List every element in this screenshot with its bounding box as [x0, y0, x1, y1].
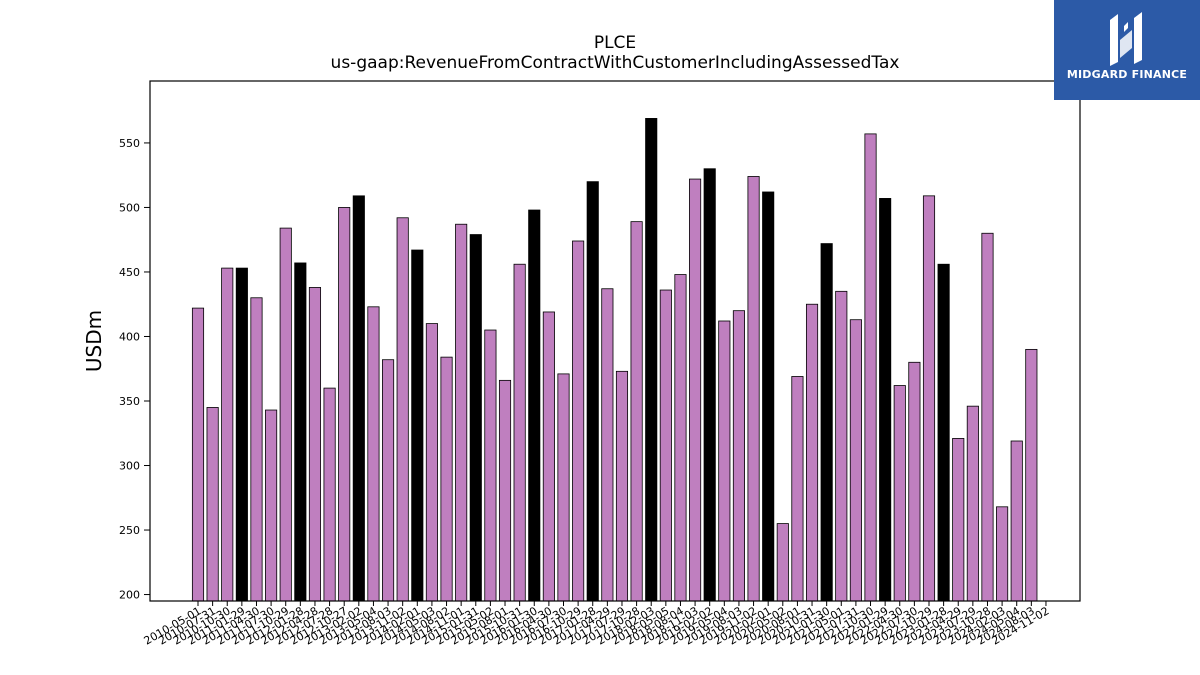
bar-2012-01-28 [294, 262, 307, 602]
bar-2020-02-01 [762, 191, 775, 602]
bar-2014-08-02 [440, 356, 453, 602]
bar-2015-10-31 [513, 263, 526, 602]
bar-2021-10-30 [864, 133, 877, 602]
bar-2021-05-01 [835, 290, 848, 602]
bar-2011-04-30 [250, 297, 263, 602]
y-tick-label: 350 [119, 395, 140, 408]
bar-2018-11-03 [689, 178, 702, 602]
bar-2023-10-28 [981, 232, 994, 602]
bar-2013-02-02 [352, 195, 365, 602]
bar-2024-02-03 [996, 506, 1009, 602]
bar-2015-05-02 [484, 329, 497, 602]
bar-2010-07-31 [206, 407, 219, 602]
bar-2016-01-30 [528, 209, 541, 602]
y-tick-label: 550 [119, 137, 140, 150]
bar-2022-04-30 [893, 385, 906, 602]
bar-2014-11-01 [455, 223, 468, 602]
bar-2020-10-31 [805, 303, 819, 602]
bar-2022-07-30 [908, 361, 921, 602]
y-tick-label: 250 [119, 524, 140, 537]
bar-2010-05-01 [191, 307, 205, 602]
bars-layer [191, 118, 1038, 602]
y-tick-label: 450 [119, 266, 140, 279]
y-tick-label: 400 [119, 330, 140, 343]
bar-2012-04-28 [308, 287, 322, 602]
bar-2013-11-02 [396, 217, 409, 602]
bar-2013-08-03 [382, 359, 395, 602]
bar-2012-10-27 [338, 207, 351, 602]
bar-2016-10-29 [572, 240, 585, 602]
bar-2019-11-02 [747, 176, 760, 602]
bar-2023-07-29 [966, 405, 979, 602]
bar-2024-08-03 [1025, 348, 1038, 602]
bar-2024-05-04 [1010, 440, 1023, 602]
chart-title: PLCE [593, 33, 637, 53]
bar-2015-08-01 [498, 379, 512, 602]
brand-mark-icon [1110, 12, 1142, 66]
bar-2022-10-29 [922, 195, 936, 602]
bar-2019-02-02 [703, 168, 716, 602]
bar-2023-01-28 [937, 263, 950, 602]
plot-frame [149, 80, 1081, 602]
bar-2016-07-30 [557, 373, 570, 602]
bar-2011-07-30 [265, 409, 278, 602]
y-tick-label: 500 [119, 201, 140, 214]
bar-2017-01-28 [586, 181, 599, 602]
bar-2019-05-04 [718, 320, 731, 602]
chart-subtitle: us-gaap:RevenueFromContractWithCustomerI… [330, 53, 900, 73]
bar-2021-01-30 [820, 243, 833, 602]
bar-2011-01-29 [235, 267, 248, 602]
bar-2023-04-29 [952, 438, 965, 602]
bar-2018-05-05 [659, 289, 672, 602]
brand-logo-text: MIDGARD FINANCE [1066, 68, 1188, 81]
bar-2016-04-30 [542, 311, 555, 602]
x-axis: 2010-05-012010-07-312010-10-302011-01-29… [142, 601, 1051, 648]
y-axis-label: USDm [82, 310, 106, 372]
bar-2022-01-29 [879, 198, 892, 602]
bar-2017-10-28 [630, 221, 643, 602]
bar-2012-07-28 [323, 387, 336, 602]
y-tick-label: 300 [119, 460, 140, 473]
y-axis: 200 250 300 350 400 450 500 550 [119, 137, 150, 602]
bar-2014-02-01 [411, 249, 424, 602]
bar-2019-08-03 [732, 310, 745, 602]
bar-2014-05-03 [425, 323, 438, 602]
bar-2017-04-29 [601, 288, 614, 602]
bar-2018-08-04 [674, 274, 687, 602]
bar-2010-10-30 [221, 267, 234, 602]
bar-2017-07-29 [615, 370, 629, 602]
bar-2018-02-03 [645, 118, 658, 602]
bar-2015-01-31 [469, 234, 482, 602]
bar-2020-05-02 [776, 523, 789, 602]
y-tick-label: 200 [119, 589, 140, 602]
bar-2021-07-31 [849, 319, 862, 602]
bar-2020-08-01 [791, 376, 804, 602]
bar-2013-05-04 [367, 306, 380, 602]
bar-2011-10-29 [279, 227, 292, 602]
brand-logo: MIDGARD FINANCE [1054, 0, 1200, 100]
